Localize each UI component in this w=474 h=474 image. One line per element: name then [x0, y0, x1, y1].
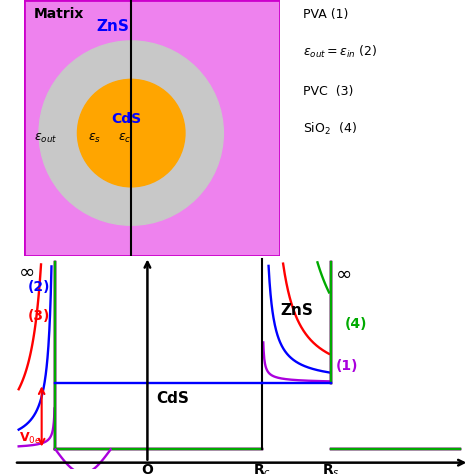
Text: $\varepsilon_{out}$: $\varepsilon_{out}$ [34, 132, 57, 145]
Text: PVC  (3): PVC (3) [303, 85, 353, 98]
Text: CdS: CdS [111, 112, 141, 126]
Text: CdS: CdS [156, 391, 189, 406]
Text: (1): (1) [336, 359, 358, 373]
Text: $\varepsilon_{out}=\varepsilon_{in}$ (2): $\varepsilon_{out}=\varepsilon_{in}$ (2) [303, 44, 377, 60]
Text: V$_{0e}$: V$_{0e}$ [18, 430, 41, 446]
Text: ∞: ∞ [336, 265, 352, 284]
Text: PVA (1): PVA (1) [303, 8, 348, 21]
Text: $\varepsilon_{c}$: $\varepsilon_{c}$ [118, 132, 132, 145]
Text: R$_c$: R$_c$ [253, 463, 272, 474]
Text: ZnS: ZnS [281, 303, 313, 318]
Text: O: O [141, 463, 154, 474]
Circle shape [39, 41, 223, 225]
Circle shape [77, 79, 185, 187]
Text: (3): (3) [28, 309, 50, 323]
Text: (2): (2) [28, 280, 50, 294]
Text: SiO$_2$  (4): SiO$_2$ (4) [303, 121, 357, 137]
Text: ∞: ∞ [18, 263, 35, 282]
Text: ZnS: ZnS [97, 18, 130, 34]
Text: (4): (4) [345, 317, 368, 331]
Text: R$_s$: R$_s$ [322, 463, 340, 474]
Text: Matrix: Matrix [34, 7, 84, 21]
Text: $\varepsilon_{s}$: $\varepsilon_{s}$ [88, 132, 101, 145]
